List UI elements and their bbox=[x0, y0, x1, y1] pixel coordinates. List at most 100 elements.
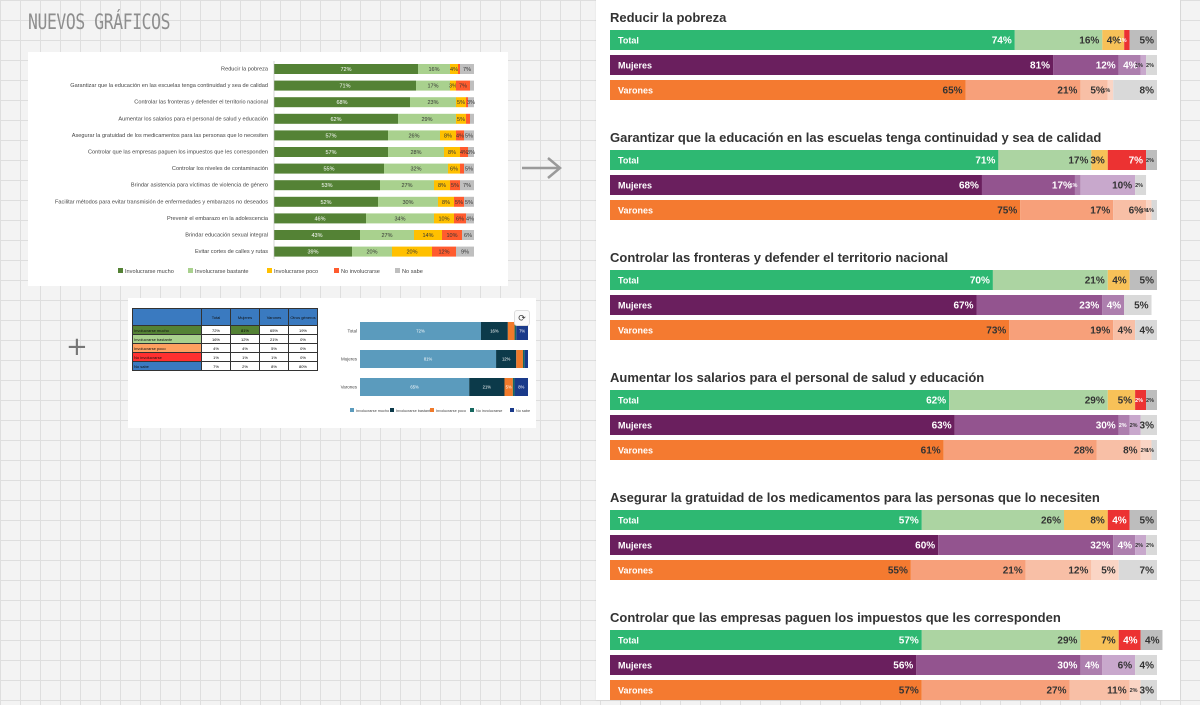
old-chart-bar bbox=[466, 213, 474, 224]
chart-data-label: 11% bbox=[1107, 686, 1127, 697]
table-cell: 80% bbox=[288, 361, 318, 371]
chart-data-label: 1% bbox=[1146, 448, 1154, 454]
old-chart-data-label: 46% bbox=[314, 216, 325, 222]
new-chart-panel[interactable]: Reducir la pobreza 74% 16% 4% 1% 5% Total 81% 12… bbox=[596, 0, 1180, 700]
table-header: Varones bbox=[259, 308, 289, 326]
chart-data-label: 8% bbox=[1140, 86, 1155, 97]
chart-bar-segment bbox=[610, 390, 950, 410]
mini-chart-bar bbox=[360, 322, 481, 340]
chart-data-label: 17% bbox=[1052, 181, 1072, 192]
chart-data-label: 60% bbox=[915, 541, 935, 552]
old-chart-category-label: Controlar los niveles de contaminación bbox=[172, 166, 268, 172]
table-panel[interactable]: Total Mujeres Varones Otros géneros Involucr… bbox=[128, 298, 536, 428]
chart-data-label: 2% bbox=[1146, 63, 1154, 69]
old-chart-panel[interactable]: Reducir la pobreza 72% 16% 4% 7% Garantizar q… bbox=[28, 52, 508, 286]
old-chart-data-label: 5% bbox=[465, 133, 473, 139]
chart-data-label: 5% bbox=[1090, 86, 1105, 97]
old-chart-data-label: 5% bbox=[465, 167, 473, 173]
chart-data-label: 16% bbox=[1079, 36, 1099, 47]
chart-data-label: 8% bbox=[1090, 516, 1105, 527]
chart-data-label: 62% bbox=[926, 396, 946, 407]
chart-data-label: 57% bbox=[899, 686, 919, 697]
chart-data-label: 17% bbox=[1068, 156, 1088, 167]
chart-bar-segment bbox=[1146, 390, 1157, 410]
old-chart-data-label: 7% bbox=[463, 183, 471, 189]
old-chart-bar bbox=[438, 196, 454, 207]
old-chart-data-label: 62% bbox=[330, 117, 341, 123]
chart-data-label: 4% bbox=[1118, 326, 1133, 337]
chart-bar-segment bbox=[1014, 30, 1103, 50]
chart-data-label: 8% bbox=[1123, 446, 1138, 457]
mini-chart-category-label: Total bbox=[347, 329, 357, 334]
old-chart-data-label: 23% bbox=[427, 100, 438, 106]
chart-data-label: 4% bbox=[1112, 276, 1127, 287]
chart-bar-segment bbox=[1129, 270, 1157, 290]
chart-bar-segment bbox=[1107, 510, 1130, 530]
old-chart-bar bbox=[456, 80, 470, 91]
chart-bar-segment bbox=[1129, 415, 1141, 435]
mini-chart-data-label: 81% bbox=[424, 357, 433, 362]
mini-chart-category-label: Mujeres bbox=[341, 357, 358, 362]
chart-data-label: 5% bbox=[1118, 396, 1133, 407]
old-chart-data-label: 4% bbox=[456, 133, 464, 139]
refresh-icon[interactable]: ⟳ bbox=[514, 310, 530, 326]
mini-chart-legend-label: Involucrarse poco bbox=[436, 409, 466, 413]
old-chart-bar bbox=[434, 180, 450, 191]
chart-data-label: 2% bbox=[1141, 448, 1149, 454]
old-chart-bar bbox=[380, 180, 434, 191]
old-chart-bar bbox=[274, 246, 352, 257]
old-chart-data-label: 20% bbox=[406, 250, 417, 256]
old-chart-legend-swatch bbox=[395, 268, 400, 273]
chart-data-label: 1% bbox=[1069, 183, 1077, 189]
chart-data-label: 28% bbox=[1074, 446, 1094, 457]
chart-bar-segment bbox=[1135, 390, 1147, 410]
chart-data-label: 29% bbox=[1085, 396, 1105, 407]
old-chart-legend-label: Involucrarse mucho bbox=[125, 269, 174, 275]
chart-bar-segment bbox=[610, 560, 911, 580]
mini-chart-bar bbox=[514, 378, 528, 396]
plus-icon: + bbox=[66, 332, 88, 362]
old-chart-bar bbox=[468, 147, 474, 157]
old-chart-data-label: 10% bbox=[438, 216, 449, 222]
old-chart-legend-swatch bbox=[334, 268, 339, 273]
old-chart-category-label: Controlar las fronteras y defender el te… bbox=[134, 100, 268, 106]
chart-data-label: 10% bbox=[1112, 181, 1132, 192]
chart-data-label: 4% bbox=[1140, 326, 1155, 337]
old-chart-bar bbox=[460, 147, 468, 157]
chart-bar-segment bbox=[1102, 295, 1125, 315]
chart-bar-segment bbox=[949, 390, 1108, 410]
chart-bar-segment bbox=[1118, 415, 1130, 435]
old-chart-bar bbox=[444, 147, 460, 157]
chart-bar-segment bbox=[1069, 680, 1130, 700]
old-chart-bar bbox=[274, 180, 380, 191]
chart-row-label: Mujeres bbox=[618, 661, 652, 671]
chart-bar-segment bbox=[1020, 200, 1114, 220]
chart-data-label: 30% bbox=[1096, 421, 1116, 432]
chart-data-label: 4% bbox=[1140, 661, 1155, 672]
chart-bar-segment bbox=[1135, 535, 1147, 555]
old-chart-bar bbox=[450, 180, 460, 191]
old-chart-category-label: Facilitar métodos para evitar transmisió… bbox=[55, 199, 268, 205]
chart-data-label: 4% bbox=[1118, 541, 1133, 552]
chart-bar-segment bbox=[610, 655, 917, 675]
mini-chart-legend-swatch bbox=[390, 408, 394, 412]
chart-bar-segment bbox=[1080, 80, 1108, 100]
chart-bar-segment bbox=[610, 535, 939, 555]
old-chart-bar bbox=[440, 130, 456, 141]
table-row: No sabe 7% 2% 8% 80% bbox=[132, 361, 318, 371]
chart-data-label: 67% bbox=[953, 301, 973, 312]
table-row: Involucrarse mucho 72% 81% 65% 19% bbox=[132, 325, 318, 335]
chart-bar-segment bbox=[910, 560, 1026, 580]
chart-bar-segment bbox=[610, 415, 955, 435]
chart-bar-segment bbox=[610, 630, 922, 650]
chart-row-label: Total bbox=[618, 276, 639, 286]
chart-row-label: Varones bbox=[618, 566, 653, 576]
old-chart-bar bbox=[388, 147, 444, 157]
mini-chart-legend-swatch bbox=[430, 408, 434, 412]
old-chart-category-label: Garantizar que la educación en las escue… bbox=[70, 83, 268, 89]
chart-data-label: 23% bbox=[1079, 301, 1099, 312]
chart-data-label: 3% bbox=[1140, 421, 1155, 432]
table-corner-cell bbox=[132, 308, 202, 326]
mini-chart-legend-label: Involucrarse mucho bbox=[356, 409, 389, 413]
mini-chart-category-label: Varones bbox=[341, 385, 358, 390]
